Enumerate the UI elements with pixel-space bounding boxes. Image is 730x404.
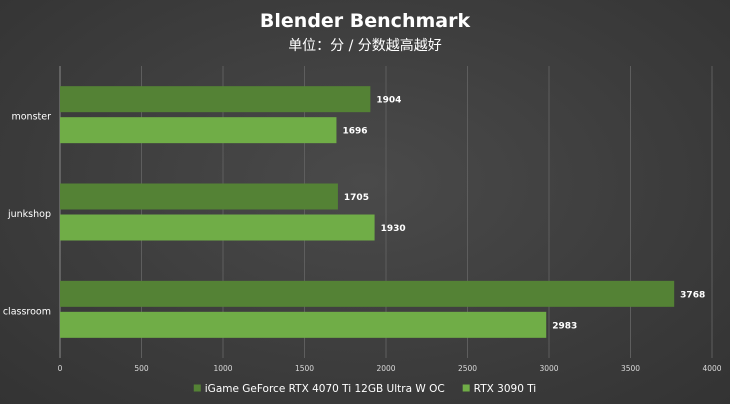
bar xyxy=(60,117,337,144)
category-label: junkshop xyxy=(7,209,51,220)
legend-swatch xyxy=(193,384,201,392)
legend-label: RTX 3090 Ti xyxy=(474,383,537,395)
legend: iGame GeForce RTX 4070 Ti 12GB Ultra W O… xyxy=(193,383,537,395)
x-tick-label: 500 xyxy=(134,364,149,373)
data-label: 1904 xyxy=(376,96,401,106)
chart-subtitle: 单位：分 / 分数越高越好 xyxy=(288,37,442,54)
category-label: classroom xyxy=(3,306,51,317)
x-tick-label: 4000 xyxy=(702,364,721,373)
category-label: monster xyxy=(11,112,51,123)
x-tick-label: 2000 xyxy=(376,364,395,373)
bar xyxy=(60,86,371,113)
data-label: 1696 xyxy=(342,127,367,137)
bars xyxy=(60,86,675,338)
x-tick-label: 3500 xyxy=(621,364,640,373)
x-tick-label: 3000 xyxy=(539,364,558,373)
chart-title: Blender Benchmark xyxy=(260,10,471,32)
bar xyxy=(60,311,547,338)
labels: 0 500 1000 1500 2000 2500 3000 3500 4000 1904 1696… xyxy=(3,96,722,373)
data-label: 2983 xyxy=(552,321,577,331)
grid-lines xyxy=(59,66,713,358)
x-tick-label: 1000 xyxy=(213,364,232,373)
legend-label: iGame GeForce RTX 4070 Ti 12GB Ultra W O… xyxy=(205,383,445,395)
data-label: 1705 xyxy=(344,193,369,203)
x-tick-label: 1500 xyxy=(295,364,314,373)
bar xyxy=(60,183,338,210)
legend-swatch xyxy=(462,384,470,392)
data-label: 1930 xyxy=(381,224,406,234)
bar xyxy=(60,214,375,241)
data-label: 3768 xyxy=(680,290,705,300)
x-tick-label: 0 xyxy=(58,364,63,373)
x-tick-label: 2500 xyxy=(458,364,477,373)
bar xyxy=(60,280,675,307)
